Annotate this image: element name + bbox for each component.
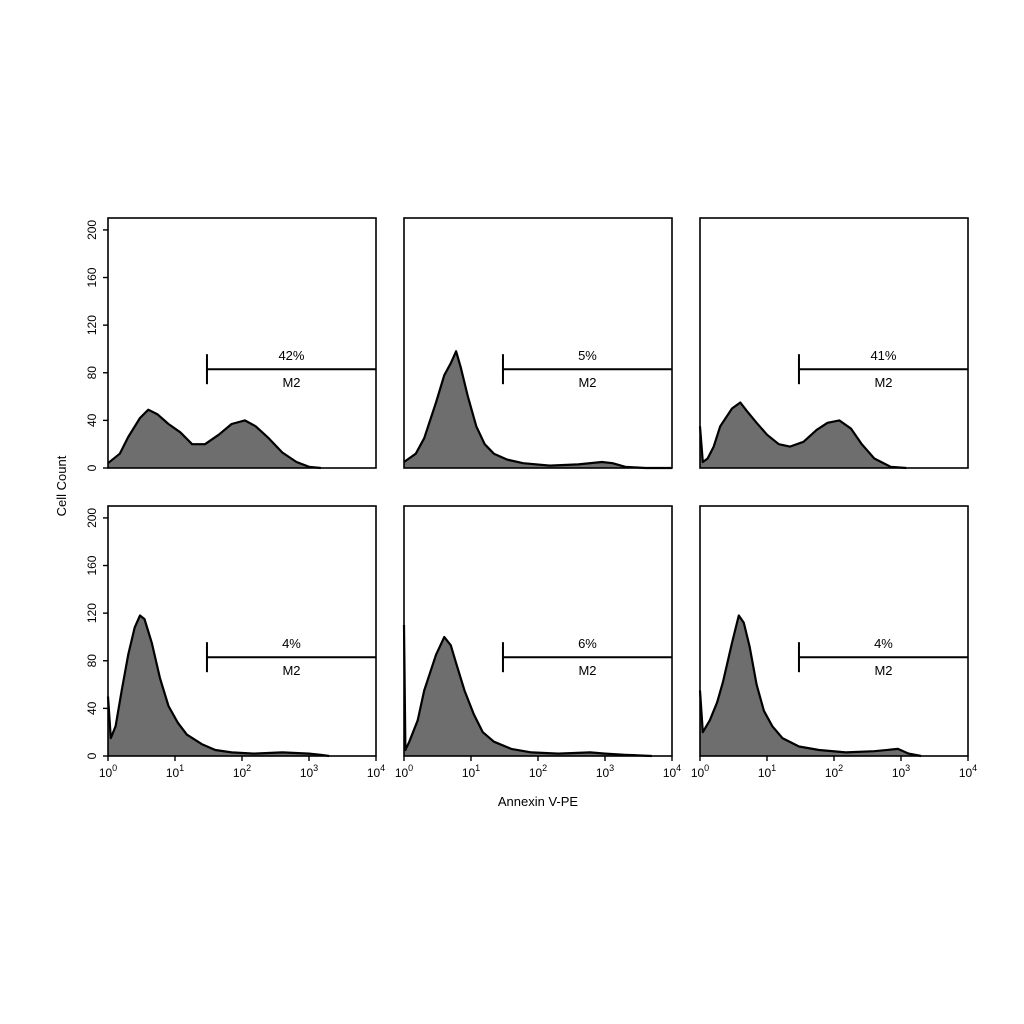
x-tick-label: 101 [166, 763, 184, 780]
histogram-outline [107, 408, 321, 470]
histogram-outline [402, 624, 652, 758]
x-tick-label: 100 [691, 763, 709, 780]
histogram-panel-6: 4% M2 100 101 102 103 104 [691, 505, 977, 780]
y-tick-label: 80 [85, 654, 99, 668]
y-tick-label: 0 [85, 464, 99, 471]
y-tick-label: 200 [85, 220, 99, 240]
x-tick-label: 103 [892, 763, 910, 780]
gate-label: M2 [578, 663, 596, 678]
y-tick-label: 80 [85, 366, 99, 380]
y-tick-label: 120 [85, 315, 99, 335]
y-tick-label: 0 [85, 752, 99, 759]
x-tick-label: 102 [529, 763, 547, 780]
histogram-outline [698, 401, 907, 470]
panel-frame [699, 217, 969, 469]
y-tick-label: 200 [85, 508, 99, 528]
gate-percent: 6% [578, 636, 597, 651]
gate-label: M2 [874, 375, 892, 390]
histogram-panels: 42% M2 0 40 80 120 160 200 5% M2 41% M2 4% M2 0 40 80 120… [85, 217, 977, 780]
x-tick-label: 101 [462, 763, 480, 780]
x-tick-label: 100 [99, 763, 117, 780]
histogram-outline [403, 350, 672, 470]
histogram-panel-4: 4% M2 0 40 80 120 160 200 100 101 102 103 104 [85, 505, 385, 780]
histogram-area [404, 351, 672, 468]
histogram-area [700, 402, 907, 468]
x-tick-label: 101 [758, 763, 776, 780]
histogram-area [700, 615, 922, 756]
gate-percent: 41% [870, 348, 896, 363]
histogram-panel-2: 5% M2 [403, 217, 673, 470]
histogram-panel-3: 41% M2 [698, 217, 969, 470]
y-axis-title: Cell Count [54, 455, 69, 516]
gate-label: M2 [282, 663, 300, 678]
y-tick-label: 160 [85, 555, 99, 575]
gate-percent: 5% [578, 348, 597, 363]
gate-label: M2 [578, 375, 596, 390]
histogram-outline [106, 614, 330, 758]
histogram-panel-1: 42% M2 0 40 80 120 160 200 [85, 217, 377, 471]
gate-percent: 42% [278, 348, 304, 363]
gate-percent: 4% [874, 636, 893, 651]
histogram-area [404, 625, 652, 756]
y-tick-label: 120 [85, 603, 99, 623]
x-axis-title: Annexin V-PE [498, 794, 579, 809]
x-tick-label: 102 [825, 763, 843, 780]
panel-frame [107, 217, 377, 469]
panel-frame [403, 217, 673, 469]
x-tick-label: 103 [300, 763, 318, 780]
histogram-panel-5: 6% M2 100 101 102 103 104 [395, 505, 681, 780]
x-tick-label: 103 [596, 763, 614, 780]
x-tick-label: 104 [367, 763, 385, 780]
x-tick-label: 102 [233, 763, 251, 780]
histogram-outline [698, 614, 922, 758]
gate-label: M2 [874, 663, 892, 678]
x-tick-label: 104 [663, 763, 681, 780]
y-tick-label: 40 [85, 413, 99, 427]
x-tick-label: 104 [959, 763, 977, 780]
gate-percent: 4% [282, 636, 301, 651]
gate-label: M2 [282, 375, 300, 390]
y-tick-label: 40 [85, 701, 99, 715]
histogram-area [108, 615, 330, 756]
y-tick-label: 160 [85, 267, 99, 287]
x-tick-label: 100 [395, 763, 413, 780]
